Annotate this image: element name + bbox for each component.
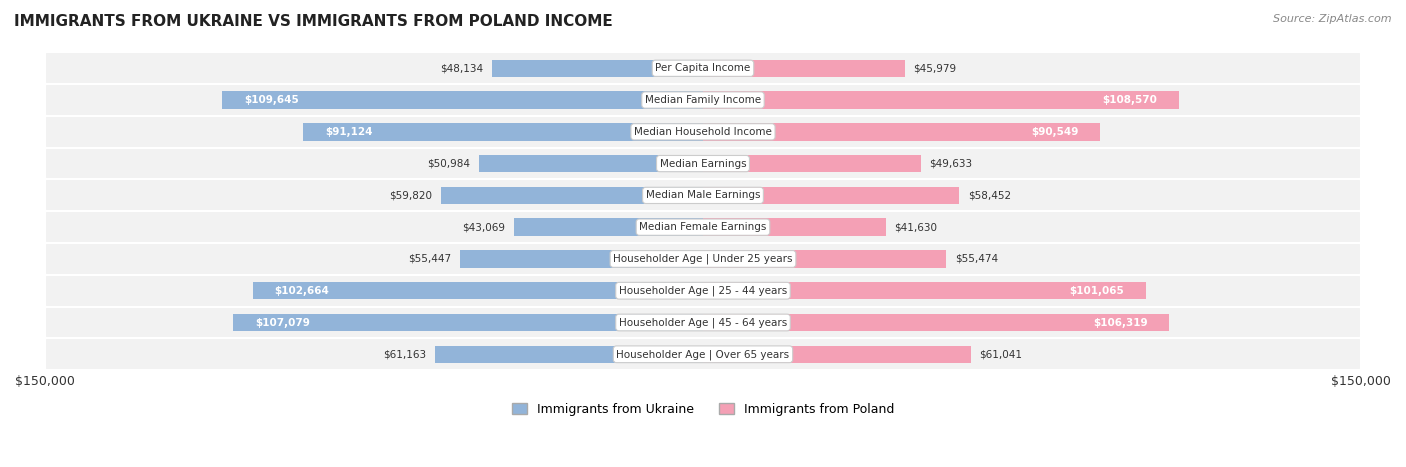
Bar	[440, 187, 703, 204]
Bar	[45, 243, 1361, 275]
Bar	[703, 123, 1101, 141]
Bar	[703, 91, 1180, 109]
Text: $109,645: $109,645	[243, 95, 298, 105]
Text: $55,474: $55,474	[955, 254, 998, 264]
Text: Median Household Income: Median Household Income	[634, 127, 772, 137]
Text: Median Female Earnings: Median Female Earnings	[640, 222, 766, 232]
Text: Per Capita Income: Per Capita Income	[655, 63, 751, 73]
Text: $49,633: $49,633	[929, 159, 973, 169]
Text: $45,979: $45,979	[914, 63, 956, 73]
Legend: Immigrants from Ukraine, Immigrants from Poland: Immigrants from Ukraine, Immigrants from…	[506, 398, 900, 421]
Bar	[703, 155, 921, 172]
Text: $61,163: $61,163	[382, 349, 426, 359]
Text: $91,124: $91,124	[325, 127, 373, 137]
Bar	[222, 91, 703, 109]
Text: $50,984: $50,984	[427, 159, 471, 169]
Text: $41,630: $41,630	[894, 222, 938, 232]
Bar	[45, 339, 1361, 370]
Bar	[703, 346, 970, 363]
Bar	[45, 84, 1361, 116]
Bar	[304, 123, 703, 141]
Bar	[479, 155, 703, 172]
Text: $58,452: $58,452	[969, 191, 1011, 200]
Bar	[492, 59, 703, 77]
Bar	[703, 59, 904, 77]
Text: Householder Age | 25 - 44 years: Householder Age | 25 - 44 years	[619, 285, 787, 296]
Text: Median Earnings: Median Earnings	[659, 159, 747, 169]
Bar	[233, 314, 703, 331]
Text: Householder Age | Over 65 years: Householder Age | Over 65 years	[616, 349, 790, 360]
Bar	[45, 307, 1361, 339]
Text: Householder Age | Under 25 years: Householder Age | Under 25 years	[613, 254, 793, 264]
Text: $107,079: $107,079	[254, 318, 311, 327]
Text: Median Family Income: Median Family Income	[645, 95, 761, 105]
Text: IMMIGRANTS FROM UKRAINE VS IMMIGRANTS FROM POLAND INCOME: IMMIGRANTS FROM UKRAINE VS IMMIGRANTS FR…	[14, 14, 613, 29]
Text: Median Male Earnings: Median Male Earnings	[645, 191, 761, 200]
Bar	[703, 187, 959, 204]
Text: $102,664: $102,664	[274, 286, 329, 296]
Text: $101,065: $101,065	[1070, 286, 1125, 296]
Bar	[45, 116, 1361, 148]
Bar	[45, 275, 1361, 307]
Bar	[703, 250, 946, 268]
Bar	[434, 346, 703, 363]
Bar	[45, 52, 1361, 84]
Text: $90,549: $90,549	[1031, 127, 1078, 137]
Bar	[703, 219, 886, 236]
Text: $108,570: $108,570	[1102, 95, 1157, 105]
Text: $48,134: $48,134	[440, 63, 484, 73]
Text: $61,041: $61,041	[980, 349, 1022, 359]
Text: Source: ZipAtlas.com: Source: ZipAtlas.com	[1274, 14, 1392, 24]
Bar	[45, 148, 1361, 179]
Bar	[703, 314, 1170, 331]
Bar	[703, 282, 1146, 299]
Bar	[253, 282, 703, 299]
Text: $55,447: $55,447	[408, 254, 451, 264]
Bar	[45, 211, 1361, 243]
Bar	[45, 179, 1361, 211]
Bar	[460, 250, 703, 268]
Text: Householder Age | 45 - 64 years: Householder Age | 45 - 64 years	[619, 317, 787, 328]
Text: $43,069: $43,069	[463, 222, 505, 232]
Bar	[515, 219, 703, 236]
Text: $59,820: $59,820	[389, 191, 432, 200]
Text: $106,319: $106,319	[1092, 318, 1147, 327]
